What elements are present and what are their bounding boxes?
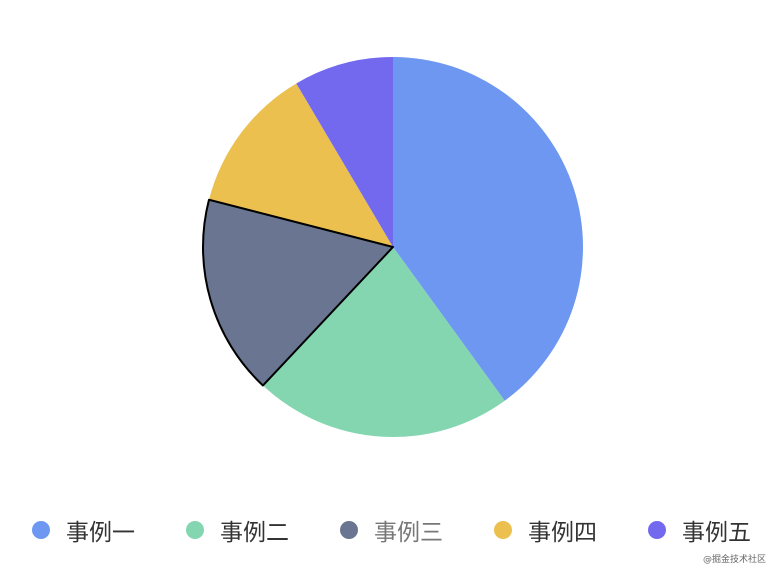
pie-slice-4[interactable] (208, 83, 393, 248)
legend-marker-3 (340, 521, 358, 539)
pie-slices (202, 57, 583, 437)
pie-slice-3[interactable] (202, 198, 394, 387)
legend-marker-5 (648, 521, 666, 539)
legend-label-4: 事例四 (528, 520, 597, 546)
legend-label-3: 事例三 (374, 520, 443, 546)
pie-slice-2[interactable] (262, 247, 505, 437)
chart-legend: 事例一 事例二 事例三 事例四 事例五 (0, 510, 778, 550)
legend-label-1: 事例一 (66, 520, 135, 546)
legend-item-1[interactable]: 事例一 (32, 510, 135, 550)
watermark: @掘金技术社区 (702, 555, 766, 565)
pie-slice-5[interactable] (296, 57, 393, 247)
legend-item-4[interactable]: 事例四 (494, 510, 597, 550)
legend-marker-4 (494, 521, 512, 539)
legend-item-3[interactable]: 事例三 (340, 510, 443, 550)
legend-label-2: 事例二 (220, 520, 289, 546)
legend-label-5: 事例五 (682, 520, 751, 546)
legend-item-2[interactable]: 事例二 (186, 510, 289, 550)
legend-marker-2 (186, 521, 204, 539)
legend-item-5[interactable]: 事例五 (648, 510, 751, 550)
pie-slice-1[interactable] (393, 57, 583, 401)
legend-marker-1 (32, 521, 50, 539)
